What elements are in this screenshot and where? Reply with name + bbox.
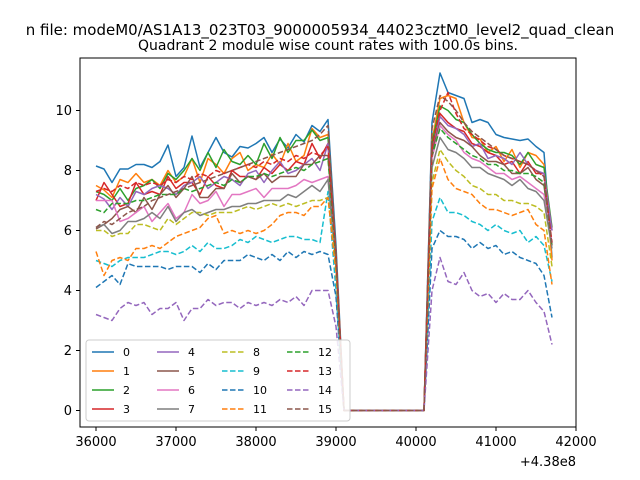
y-tick-label: 8 [64,164,72,179]
x-tick-label: 39000 [315,435,356,450]
y-tick-label: 6 [64,224,72,239]
axes-frame [79,57,577,428]
legend-entry-label: 4 [188,346,195,359]
series-line-8 [96,148,553,412]
series-line-7 [95,136,553,412]
legend-entry-label: 3 [123,403,130,416]
series-line-9 [95,190,553,412]
chart-suptitle: n file: modeM0/AS1A13_023T03_9000005934_… [26,21,615,40]
legend-entry-label: 9 [253,365,260,378]
legend-entry-label: 11 [253,403,267,416]
x-tick-label: 41000 [475,435,516,450]
series-line-2 [95,105,553,412]
chart-title: Quadrant 2 module wise count rates with … [138,38,518,54]
legend-entry-label: 10 [253,384,267,397]
legend-entry-label: 5 [188,365,195,378]
series-line-13 [95,91,553,412]
legend-entry-label: 14 [318,384,332,397]
series-line-12 [95,127,553,412]
series-line-14 [95,256,553,412]
x-tick-label: 38000 [235,435,276,450]
x-tick-label: 36000 [75,435,116,450]
legend-entry-label: 7 [188,403,195,416]
series-line-10 [95,229,553,412]
x-tick-label: 37000 [155,435,196,450]
legend-entry-label: 12 [318,346,332,359]
y-tick-label: 2 [64,344,72,359]
series-line-5 [95,121,553,412]
series-line-0 [95,72,553,412]
series-line-6 [96,124,553,412]
series-line-11 [95,157,553,412]
legend-entry-label: 1 [123,365,130,378]
legend-entry-label: 8 [253,346,260,359]
y-tick-label: 0 [64,404,72,419]
plot-area [95,72,553,412]
x-axis: 36000 37000 38000 39000 40000 41000 42000 [75,427,597,450]
legend-entry-label: 15 [318,403,332,416]
x-tick-label: 42000 [555,435,596,450]
legend-entry-label: 6 [188,384,195,397]
legend-entry-label: 0 [123,346,130,359]
legend-entry-label: 13 [318,365,332,378]
y-tick-label: 10 [55,104,72,119]
x-tick-label: 40000 [395,435,436,450]
series-line-15 [95,94,553,412]
y-tick-label: 4 [64,284,72,299]
legend-entry-label: 2 [123,384,130,397]
y-axis: 0 2 4 6 8 10 [55,104,80,419]
x-offset-label: +4.38e8 [520,455,576,470]
legend-box [85,339,351,422]
